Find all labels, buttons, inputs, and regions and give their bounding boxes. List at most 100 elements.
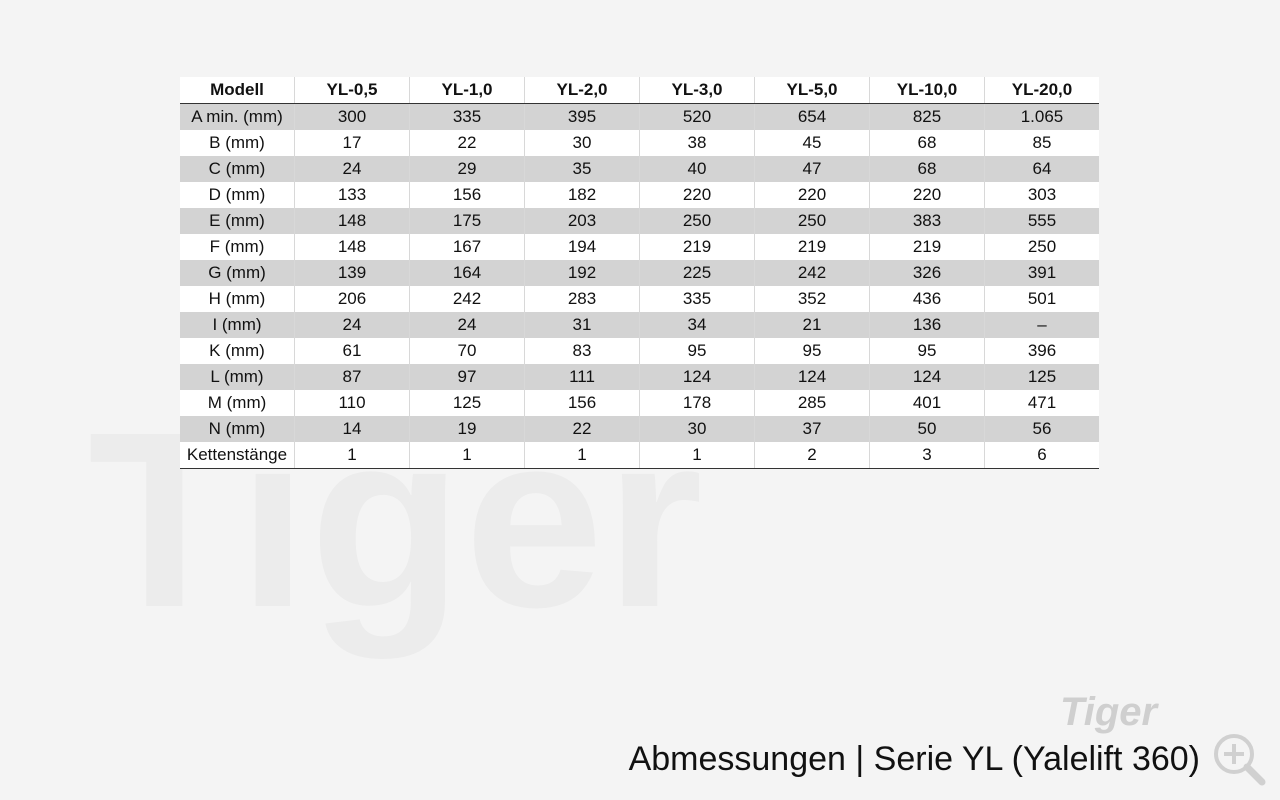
cell: 383 <box>869 208 985 234</box>
cell: 30 <box>524 130 640 156</box>
table-row: E (mm) 148 175 203 250 250 383 555 <box>180 208 1099 234</box>
cell: 38 <box>639 130 755 156</box>
cell: 61 <box>294 338 410 364</box>
cell: 110 <box>294 390 410 416</box>
cell: 148 <box>294 208 410 234</box>
cell: 22 <box>409 130 525 156</box>
cell: 654 <box>754 103 870 130</box>
cell: 391 <box>984 260 1099 286</box>
cell: 194 <box>524 234 640 260</box>
cell: 396 <box>984 338 1099 364</box>
header-cell: YL-1,0 <box>409 77 525 104</box>
table-row: H (mm) 206 242 283 335 352 436 501 <box>180 286 1099 312</box>
cell: 87 <box>294 364 410 390</box>
row-label: Kettenstänge <box>180 442 295 469</box>
cell: 164 <box>409 260 525 286</box>
cell: 22 <box>524 416 640 442</box>
table-row: C (mm) 24 29 35 40 47 68 64 <box>180 156 1099 182</box>
header-cell: Modell <box>180 77 295 104</box>
cell: 124 <box>754 364 870 390</box>
table-row: Kettenstänge 1 1 1 1 2 3 6 <box>180 442 1099 469</box>
cell: 111 <box>524 364 640 390</box>
cell: 219 <box>869 234 985 260</box>
cell: 335 <box>409 103 525 130</box>
cell: 29 <box>409 156 525 182</box>
cell: 250 <box>754 208 870 234</box>
cell: 250 <box>639 208 755 234</box>
cell: 40 <box>639 156 755 182</box>
row-label: A min. (mm) <box>180 103 295 130</box>
row-label: N (mm) <box>180 416 295 442</box>
cell: 37 <box>754 416 870 442</box>
cell: 242 <box>409 286 525 312</box>
cell: 30 <box>639 416 755 442</box>
cell: 1 <box>639 442 755 469</box>
cell: 95 <box>754 338 870 364</box>
cell: 283 <box>524 286 640 312</box>
row-label: H (mm) <box>208 289 266 308</box>
header-row: Modell YL-0,5 YL-1,0 YL-2,0 YL-3,0 YL-5,0 YL-1… <box>180 77 1099 104</box>
cell: 520 <box>639 103 755 130</box>
cell: 85 <box>984 130 1099 156</box>
cell: 220 <box>639 182 755 208</box>
cell: 1 <box>294 442 410 469</box>
cell: 139 <box>294 260 410 286</box>
row-label: M (mm) <box>207 393 267 412</box>
cell: 303 <box>984 182 1099 208</box>
cell: 300 <box>294 103 410 130</box>
cell: 14 <box>294 416 410 442</box>
cell: 395 <box>524 103 640 130</box>
cell: 3 <box>869 442 985 469</box>
cell: 219 <box>754 234 870 260</box>
table-row: L (mm) 87 97 111 124 124 124 125 <box>180 364 1099 390</box>
cell: 34 <box>639 312 755 338</box>
cell: 206 <box>294 286 410 312</box>
row-label: L (mm) <box>180 364 295 390</box>
header-cell: YL-2,0 <box>524 77 640 104</box>
cell: 175 <box>409 208 525 234</box>
zoom-button[interactable] <box>1210 730 1270 790</box>
cell: 250 <box>984 234 1099 260</box>
cell: 31 <box>524 312 640 338</box>
cell: 24 <box>409 312 525 338</box>
cell: 24 <box>294 312 410 338</box>
table-row: N (mm) 14 19 22 30 37 50 56 <box>180 416 1099 442</box>
cell: 17 <box>294 130 410 156</box>
cell: 19 <box>409 416 525 442</box>
cell: 825 <box>869 103 985 130</box>
cell: 124 <box>639 364 755 390</box>
cell: 136 <box>869 312 985 338</box>
table-row: K (mm) 61 70 83 95 95 95 396 <box>180 338 1099 364</box>
table-row: B (mm) 17 22 30 38 45 68 85 <box>180 130 1099 156</box>
cell: 225 <box>639 260 755 286</box>
cell: 64 <box>984 156 1099 182</box>
table-row: M (mm) 110 125 156 178 285 401 471 <box>180 390 1099 416</box>
cell: 501 <box>984 286 1099 312</box>
table-row: A min. (mm) 300 335 395 520 654 825 1.065 <box>180 103 1099 130</box>
cell: 47 <box>754 156 870 182</box>
cell: 555 <box>984 208 1099 234</box>
cell: 97 <box>409 364 525 390</box>
cell: 471 <box>984 390 1099 416</box>
header-cell: YL-3,0 <box>639 77 755 104</box>
cell: 21 <box>754 312 870 338</box>
cell: – <box>984 312 1099 338</box>
cell: 24 <box>294 156 410 182</box>
row-label: K (mm) <box>209 341 265 360</box>
cell: 220 <box>754 182 870 208</box>
logo-text: Tiger <box>1060 690 1158 734</box>
cell: 125 <box>984 364 1099 390</box>
cell: 436 <box>869 286 985 312</box>
cell: 220 <box>869 182 985 208</box>
row-label: G (mm) <box>180 260 295 286</box>
caption: Abmessungen | Serie YL (Yalelift 360) <box>628 740 1200 778</box>
cell: 50 <box>869 416 985 442</box>
table-row: D (mm) 133 156 182 220 220 220 303 <box>180 182 1099 208</box>
cell: 83 <box>524 338 640 364</box>
cell: 203 <box>524 208 640 234</box>
cell: 156 <box>409 182 525 208</box>
cell: 326 <box>869 260 985 286</box>
row-label: I (mm) <box>180 312 295 338</box>
row-label: C (mm) <box>180 156 295 182</box>
cell: 125 <box>409 390 525 416</box>
